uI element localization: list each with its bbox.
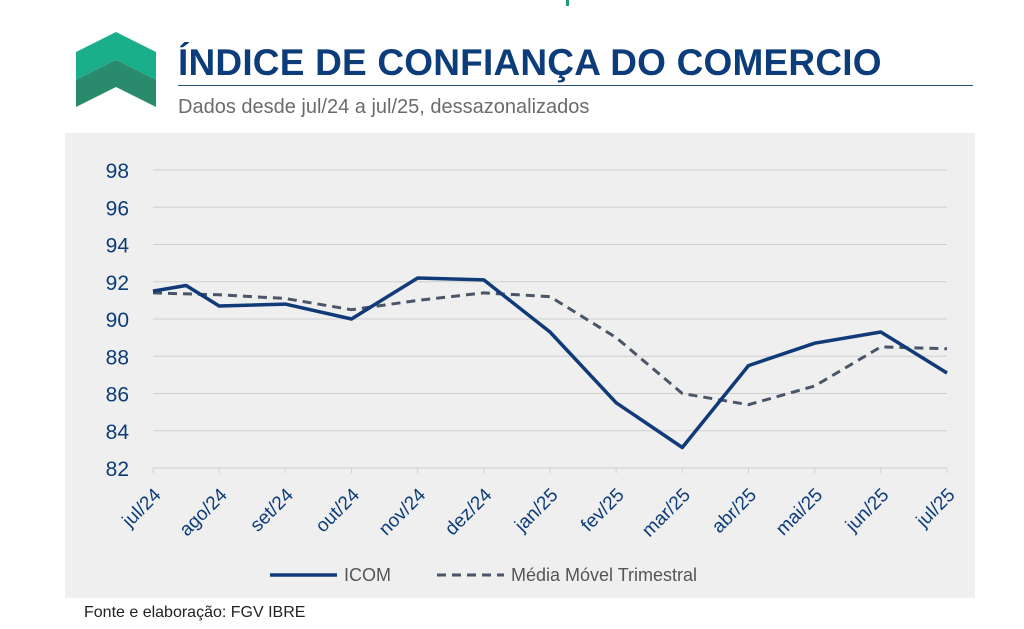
logo-upper-chevron — [76, 32, 156, 80]
x-tick-label: jan/25 — [510, 485, 562, 537]
y-tick-label: 94 — [106, 235, 130, 258]
title-underline — [178, 85, 973, 86]
x-tick-label: jul/24 — [118, 484, 166, 532]
x-tick-label: jul/25 — [912, 485, 960, 533]
x-tick-label: mai/25 — [772, 485, 827, 540]
y-tick-label: 90 — [106, 309, 129, 332]
y-tick-label: 82 — [106, 458, 129, 481]
y-tick-label: 86 — [106, 384, 129, 407]
x-tick-label: ago/24 — [176, 484, 232, 540]
x-tick-label: fev/25 — [577, 485, 628, 536]
series-line-icom — [152, 276, 948, 450]
x-tick-label: nov/24 — [375, 484, 430, 539]
y-tick-label: 84 — [106, 421, 130, 444]
x-tick-label: set/24 — [246, 484, 298, 536]
page-subtitle: Dados desde jul/24 a jul/25, dessazonali… — [178, 96, 590, 118]
chart-panel: 82 84 86 88 90 92 94 96 98 jul/24 ago/24 set/24 out/… — [65, 133, 975, 598]
x-tick-label: abr/25 — [708, 485, 761, 538]
x-tick-label: out/24 — [312, 484, 365, 537]
top-accent-mark — [566, 0, 569, 6]
y-tick-label: 96 — [106, 197, 129, 220]
y-tick-label: 92 — [106, 272, 129, 295]
x-tick-label: mar/25 — [638, 485, 695, 542]
y-tick-label: 98 — [106, 160, 129, 183]
source-note: Fonte e elaboração: FGV IBRE — [84, 604, 306, 621]
x-tick-label: dez/24 — [441, 484, 496, 539]
line-chart: 82 84 86 88 90 92 94 96 98 jul/24 ago/24 set/24 out/… — [106, 160, 960, 585]
chevron-logo-icon — [76, 32, 156, 107]
logo-lower-chevron — [76, 60, 156, 107]
legend-label-media-movel: Média Móvel Trimestral — [511, 565, 697, 585]
x-tick-label: jun/25 — [841, 485, 893, 537]
legend-label-icom: ICOM — [344, 565, 391, 585]
series-line-media-movel — [152, 291, 948, 407]
page-title: ÍNDICE DE CONFIANÇA DO COMERCIO — [178, 42, 882, 83]
y-tick-label: 88 — [106, 346, 129, 369]
